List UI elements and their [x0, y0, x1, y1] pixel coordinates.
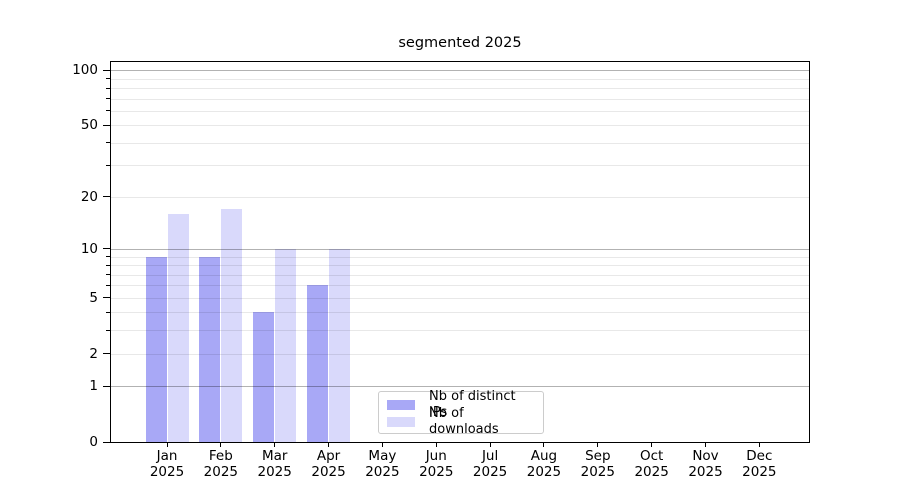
x-tick-sep — [597, 443, 599, 447]
y-tick-label-2: 2 — [89, 345, 98, 362]
bar-downloads-jan — [167, 213, 189, 442]
bar-downloads-apr — [329, 248, 351, 442]
legend-swatch-distinct-ips — [387, 399, 415, 410]
y-minortick-50 — [106, 124, 110, 126]
legend: Nb of distinct IPs Nb of downloads — [378, 389, 544, 437]
gridline-minor-50 — [111, 125, 809, 127]
gridline-minor-2 — [111, 353, 809, 355]
x-tick-label-apr: Apr 2025 — [311, 448, 346, 480]
gridline-minor-30 — [111, 165, 809, 167]
gridline-minor-8 — [111, 265, 809, 267]
bar-distinct-ips-apr — [307, 285, 329, 442]
y-minortick-40 — [106, 142, 110, 144]
y-tick-label-50: 50 — [80, 117, 98, 134]
gridline-minor-80 — [111, 88, 809, 90]
gridline-minor-5 — [111, 297, 809, 299]
y-minortick-30 — [106, 164, 110, 166]
gridline-minor-6 — [111, 285, 809, 287]
gridline-minor-7 — [111, 274, 809, 276]
gridline-minor-4 — [111, 312, 809, 314]
y-minortick-80 — [106, 87, 110, 89]
y-minortick-60 — [106, 110, 110, 112]
x-tick-label-dec: Dec 2025 — [742, 448, 777, 480]
x-tick-feb — [220, 443, 222, 447]
x-tick-label-aug: Aug 2025 — [526, 448, 562, 480]
x-tick-dec — [758, 443, 760, 447]
gridline-minor-9 — [111, 256, 809, 258]
gridline-major-100 — [111, 70, 809, 72]
x-tick-label-oct: Oct 2025 — [634, 448, 669, 480]
y-minortick-5 — [106, 297, 110, 299]
x-tick-nov — [705, 443, 706, 447]
x-tick-jul — [489, 443, 491, 447]
y-tick-label-100: 100 — [72, 62, 98, 79]
x-tick-label-jan: Jan 2025 — [149, 448, 185, 480]
x-tick-aug — [543, 443, 545, 447]
x-tick-oct — [651, 443, 653, 447]
chart-title: segmented 2025 — [398, 35, 522, 51]
x-tick-apr — [328, 443, 330, 447]
legend-swatch-downloads — [387, 416, 415, 427]
y-minortick-7 — [106, 274, 110, 276]
gridline-minor-60 — [111, 110, 809, 112]
bar-distinct-ips-feb — [199, 256, 221, 442]
x-tick-jan — [166, 443, 168, 447]
y-tick-100 — [103, 69, 110, 71]
bar-downloads-mar — [275, 248, 297, 442]
x-tick-label-nov: Nov 2025 — [688, 448, 723, 480]
legend-label-distinct-ips: Nb of distinct IPs — [429, 388, 516, 420]
y-minortick-3 — [106, 329, 110, 331]
x-tick-label-may: May 2025 — [365, 448, 400, 480]
x-tick-label-mar: Mar 2025 — [257, 448, 292, 480]
x-tick-may — [381, 443, 383, 447]
plot-area — [110, 61, 810, 443]
y-tick-label-0: 0 — [89, 434, 98, 450]
y-minortick-20 — [106, 196, 110, 198]
bar-distinct-ips-jan — [145, 256, 167, 442]
y-tick-1 — [103, 385, 110, 387]
y-minortick-2 — [106, 353, 110, 355]
gridline-minor-70 — [111, 98, 809, 100]
y-minortick-70 — [106, 98, 110, 100]
gridline-minor-40 — [111, 142, 809, 144]
x-tick-label-sep: Sep 2025 — [580, 448, 615, 480]
bar-downloads-feb — [221, 209, 243, 442]
gridline-major-1 — [111, 386, 809, 388]
y-minortick-90 — [106, 78, 110, 80]
y-minortick-6 — [106, 284, 110, 286]
y-tick-label-5: 5 — [89, 289, 98, 306]
bar-distinct-ips-mar — [253, 312, 275, 442]
legend-item-downloads: Nb of downloads — [387, 406, 535, 437]
y-minortick-4 — [106, 311, 110, 313]
x-tick-label-jul: Jul 2025 — [472, 448, 508, 480]
x-tick-label-jun: Jun 2025 — [419, 448, 454, 480]
x-tick-label-feb: Feb 2025 — [203, 448, 239, 480]
legend-item-distinct-ips: Nb of distinct IPs — [387, 389, 535, 420]
y-minortick-8 — [106, 264, 110, 266]
gridline-minor-3 — [111, 330, 809, 332]
gridline-major-10 — [111, 248, 809, 250]
x-tick-mar — [274, 443, 276, 447]
gridline-minor-90 — [111, 78, 809, 80]
y-tick-label-20: 20 — [80, 188, 98, 205]
y-tick-0 — [103, 441, 110, 443]
y-tick-label-1: 1 — [89, 378, 98, 395]
legend-label-downloads: Nb of downloads — [429, 405, 499, 437]
x-tick-jun — [435, 443, 437, 447]
gridline-minor-20 — [111, 196, 809, 198]
y-minortick-9 — [106, 256, 110, 258]
y-tick-10 — [103, 248, 110, 250]
y-tick-label-10: 10 — [80, 240, 98, 257]
